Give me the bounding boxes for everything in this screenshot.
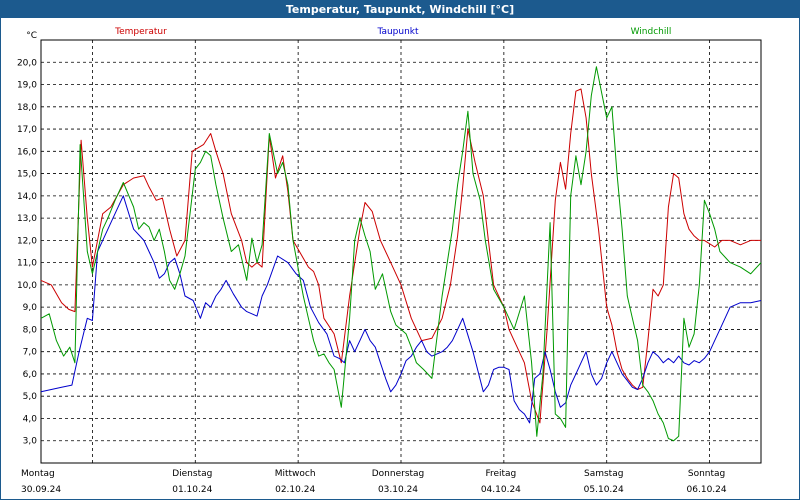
y-tick-label: 7,0	[23, 348, 38, 358]
legend-temperatur: Temperatur	[114, 27, 167, 37]
y-tick-label: 8,0	[23, 325, 38, 335]
x-day-label: Donnerstag	[372, 469, 425, 479]
x-day-label: Freitag	[485, 469, 516, 479]
y-tick-label: 14,0	[17, 192, 37, 202]
y-tick-label: 19,0	[17, 81, 37, 91]
y-tick-label: 10,0	[17, 281, 37, 291]
x-day-label: Mittwoch	[275, 469, 316, 479]
x-date-label: 02.10.24	[275, 485, 315, 495]
y-tick-label: 13,0	[17, 214, 37, 224]
legend-windchill: Windchill	[631, 27, 672, 37]
x-date-label: 01.10.24	[172, 485, 212, 495]
y-tick-label: 11,0	[17, 259, 37, 269]
x-day-label: Samstag	[584, 469, 623, 479]
x-day-label: Montag	[21, 469, 55, 479]
y-tick-label: 9,0	[23, 303, 38, 313]
x-date-label: 06.10.24	[687, 485, 727, 495]
series-line-windchill	[40, 66, 762, 442]
x-day-label: Dienstag	[172, 469, 212, 479]
y-tick-label: 5,0	[23, 392, 38, 402]
y-tick-label: 15,0	[17, 170, 37, 180]
y-tick-label: 3,0	[23, 437, 38, 447]
x-date-label: 04.10.24	[481, 485, 521, 495]
legend-taupunkt: Taupunkt	[376, 27, 419, 37]
y-tick-label: 6,0	[23, 370, 38, 380]
x-date-label: 30.09.24	[21, 485, 61, 495]
x-day-label: Sonntag	[688, 469, 725, 479]
y-tick-label: 4,0	[23, 414, 38, 424]
chart-title: Temperatur, Taupunkt, Windchill [°C]	[1, 1, 799, 18]
y-axis-unit: °C	[26, 31, 37, 41]
x-date-label: 05.10.24	[584, 485, 624, 495]
x-date-label: 03.10.24	[378, 485, 418, 495]
y-tick-label: 12,0	[17, 236, 37, 246]
y-tick-label: 17,0	[17, 125, 37, 135]
y-tick-label: 18,0	[17, 103, 37, 113]
y-tick-label: 16,0	[17, 147, 37, 157]
plot-border	[40, 39, 762, 464]
y-tick-label: 20,0	[17, 58, 37, 68]
